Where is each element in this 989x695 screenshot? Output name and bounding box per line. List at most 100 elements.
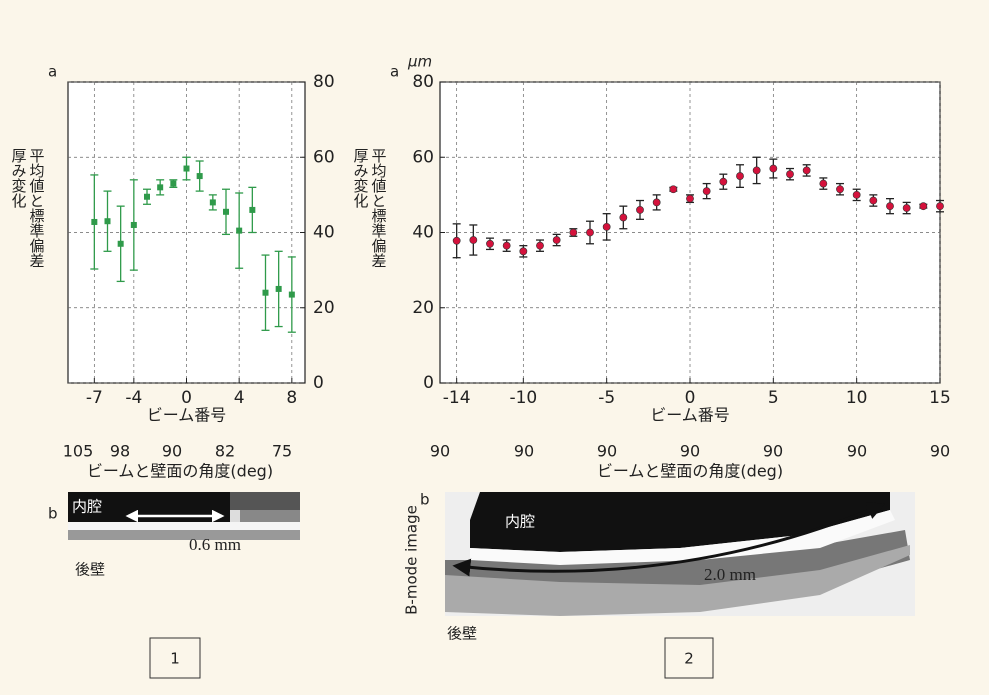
data-point xyxy=(184,166,190,172)
bmode-image-2 xyxy=(445,492,915,616)
data-point xyxy=(157,184,163,190)
data-point xyxy=(249,207,255,213)
angle-label: 75 xyxy=(272,442,292,461)
data-point xyxy=(720,178,727,185)
angle-label: 90 xyxy=(162,442,182,461)
angle-label: 90 xyxy=(763,442,783,461)
data-point xyxy=(118,241,124,247)
data-point xyxy=(263,290,269,296)
data-point xyxy=(686,195,693,202)
y-tick-label: 0 xyxy=(423,373,434,393)
distance-label: 0.6 mm xyxy=(189,535,241,554)
distance-label: 2.0 mm xyxy=(704,565,756,584)
data-point xyxy=(870,197,877,204)
data-point xyxy=(803,167,810,174)
data-point xyxy=(636,206,643,213)
data-point xyxy=(170,181,176,187)
y-tick-label: 80 xyxy=(313,72,335,92)
wall-label: 後壁 xyxy=(75,561,105,579)
data-point xyxy=(903,204,910,211)
bmode-image-1 xyxy=(68,492,300,540)
angle-label: 105 xyxy=(63,442,94,461)
data-point xyxy=(520,248,527,255)
data-point xyxy=(210,199,216,205)
x-axis-label: ビーム番号 xyxy=(650,406,730,425)
data-point xyxy=(453,237,460,244)
angle-label: 98 xyxy=(110,442,130,461)
data-point xyxy=(105,218,111,224)
data-point xyxy=(836,186,843,193)
angle-label: 90 xyxy=(847,442,867,461)
data-point xyxy=(786,171,793,178)
figure: b 内腔 0.6 mm 後壁 1 b B-mode image 内腔 2.0 m… xyxy=(0,0,989,695)
data-point xyxy=(853,191,860,198)
angle-label: 90 xyxy=(514,442,534,461)
y-tick-label: 40 xyxy=(412,223,434,243)
image-label: b xyxy=(420,491,430,509)
x-tick-label: 4 xyxy=(234,388,245,408)
x-tick-label: -4 xyxy=(125,388,142,408)
x-tick-label: -10 xyxy=(509,388,537,408)
y-tick-label: 40 xyxy=(313,223,335,243)
data-point xyxy=(703,188,710,195)
y-axis-label: 平均値と標準偏差 xyxy=(28,148,46,268)
y-tick-label: 0 xyxy=(313,373,324,393)
angle-axis-label: ビームと壁面の角度(deg) xyxy=(87,462,273,481)
panel-label: a xyxy=(48,63,57,81)
y-axis-label: 厚み変化 xyxy=(352,148,370,208)
unit-label: μm xyxy=(407,53,432,71)
data-point xyxy=(620,214,627,221)
data-point xyxy=(570,229,577,236)
angle-label: 90 xyxy=(430,442,450,461)
x-tick-label: 5 xyxy=(768,388,779,408)
data-point xyxy=(603,223,610,230)
data-point xyxy=(276,286,282,292)
angle-axis-label: ビームと壁面の角度(deg) xyxy=(597,462,783,481)
data-point xyxy=(486,240,493,247)
x-tick-label: 8 xyxy=(286,388,297,408)
angle-label: 90 xyxy=(597,442,617,461)
y-tick-label: 20 xyxy=(313,298,335,318)
x-tick-label: 10 xyxy=(846,388,868,408)
data-point xyxy=(536,242,543,249)
data-point xyxy=(753,167,760,174)
data-point xyxy=(289,292,295,298)
x-tick-label: 15 xyxy=(929,388,951,408)
data-point xyxy=(553,236,560,243)
figure-number: 2 xyxy=(684,650,694,668)
angle-label: 90 xyxy=(930,442,950,461)
x-tick-label: -5 xyxy=(598,388,615,408)
image-label: b xyxy=(48,505,58,523)
data-point xyxy=(503,242,510,249)
data-point xyxy=(91,219,97,225)
panel-label: a xyxy=(390,63,399,81)
data-point xyxy=(470,236,477,243)
data-point xyxy=(197,173,203,179)
image-caption: B-mode image xyxy=(403,505,421,615)
lumen-label: 内腔 xyxy=(72,498,102,516)
data-point xyxy=(223,209,229,215)
y-tick-label: 60 xyxy=(412,147,434,167)
data-point xyxy=(144,194,150,200)
data-point xyxy=(586,229,593,236)
y-axis-label: 厚み変化 xyxy=(10,148,28,208)
y-tick-label: 20 xyxy=(412,298,434,318)
wall-label: 後壁 xyxy=(447,625,477,643)
data-point xyxy=(236,228,242,234)
data-point xyxy=(770,165,777,172)
y-tick-label: 60 xyxy=(313,147,335,167)
data-point xyxy=(670,186,677,193)
figure-number: 1 xyxy=(170,650,180,668)
data-point xyxy=(936,203,943,210)
data-point xyxy=(653,199,660,206)
data-point xyxy=(886,203,893,210)
x-axis-label: ビーム番号 xyxy=(147,406,227,425)
data-point xyxy=(820,180,827,187)
x-tick-label: -7 xyxy=(86,388,103,408)
x-tick-label: -14 xyxy=(443,388,471,408)
lumen-label: 内腔 xyxy=(505,513,535,531)
angle-label: 90 xyxy=(680,442,700,461)
data-point xyxy=(920,203,927,210)
y-tick-label: 80 xyxy=(412,72,434,92)
data-point xyxy=(736,172,743,179)
